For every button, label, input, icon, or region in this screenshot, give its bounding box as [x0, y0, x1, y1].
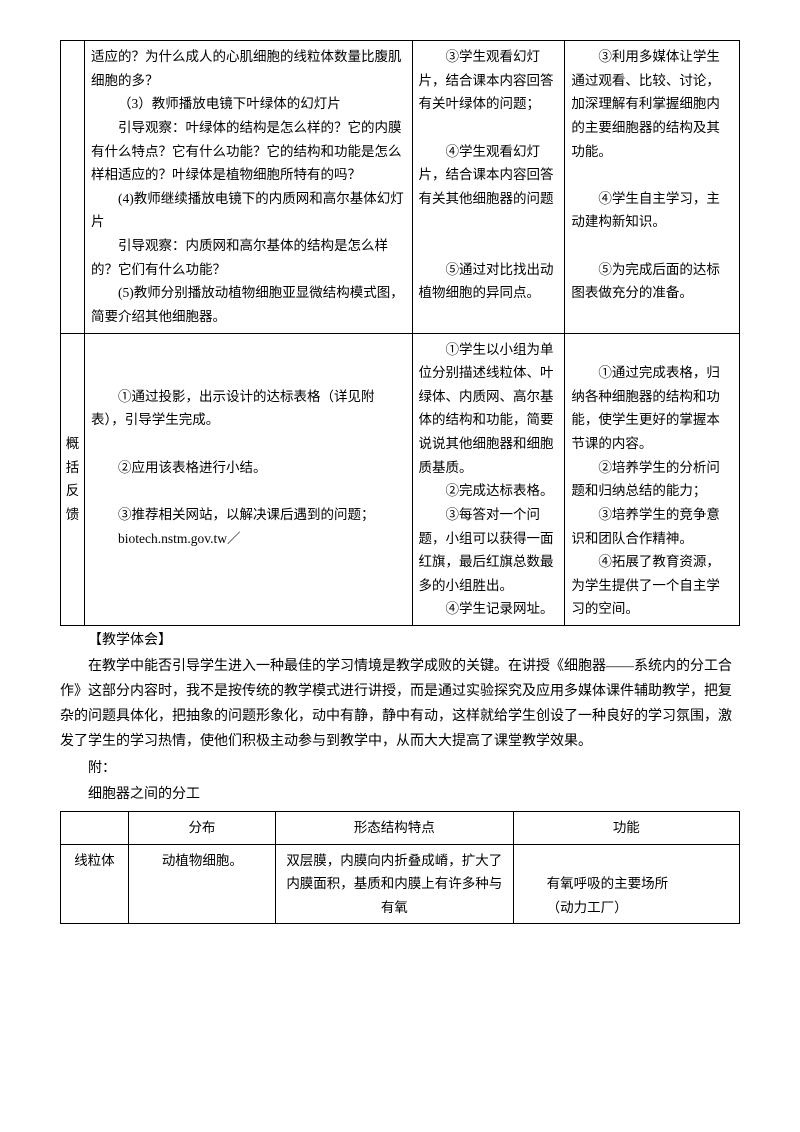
- header-distribution: 分布: [128, 811, 275, 844]
- spacer: [571, 163, 733, 187]
- row-header-empty: [61, 41, 85, 334]
- student-activity-cell: ①学生以小组为单位分别描述线粒体、叶绿体、内质网、高尔基体的结构和功能，简要说说…: [412, 333, 565, 626]
- text-line: ②培养学生的分析问题和归纳总结的能力；: [571, 456, 733, 503]
- reflection-title: 【教学体会】: [60, 629, 740, 653]
- lesson-plan-table: 适应的？为什么成人的心肌细胞的线粒体数量比腹肌细胞的多？ （3）教师播放电镜下叶…: [60, 40, 740, 626]
- text-line: ④学生观看幻灯片，结合课本内容回答有关其他细胞器的问题: [419, 140, 559, 211]
- text-line: ①通过投影，出示设计的达标表格（详见附表），引导学生完成。: [91, 385, 405, 432]
- text-line: ③利用多媒体让学生通过观看、比较、讨论，加深理解有利掌握细胞内的主要细胞器的结构…: [571, 45, 733, 163]
- purpose-cell: ①通过完成表格，归纳各种细胞器的结构和功能，使学生更好的掌握本节课的内容。 ②培…: [565, 333, 740, 626]
- text-line: ③每答对一个问题，小组可以获得一面红旗，最后红旗总数最多的小组胜出。: [419, 503, 559, 598]
- spacer: [571, 234, 733, 258]
- text-line: 引导观察：叶绿体的结构是怎么样的？它的内膜有什么特点？它有什么功能？它的结构和功…: [91, 116, 405, 187]
- spacer: [91, 338, 405, 362]
- text-line: ①通过完成表格，归纳各种细胞器的结构和功能，使学生更好的掌握本节课的内容。: [571, 361, 733, 456]
- text-line: ③推荐相关网站，以解决课后遇到的问题；: [91, 503, 405, 527]
- spacer: [91, 479, 405, 503]
- table-row: 概括反馈 ①通过投影，出示设计的达标表格（详见附表），引导学生完成。 ②应用该表…: [61, 333, 740, 626]
- spacer: [419, 210, 559, 234]
- appendix-label: 附：: [60, 756, 740, 781]
- spacer: [571, 338, 733, 362]
- spacer: [419, 234, 559, 258]
- header-function: 功能: [513, 811, 739, 844]
- text-line: ③学生观看幻灯片，结合课本内容回答有关叶绿体的问题；: [419, 45, 559, 116]
- text-line: ③培养学生的竞争意识和团队合作精神。: [571, 503, 733, 550]
- text-line: (4)教师继续播放电镜下的内质网和高尔基体幻灯片: [91, 187, 405, 234]
- text-line: ②应用该表格进行小结。: [91, 456, 405, 480]
- text-line: ④拓展了教育资源，为学生提供了一个自主学习的空间。: [571, 550, 733, 621]
- text-line: (5)教师分别播放动植物细胞亚显微结构模式图，简要介绍其他细胞器。: [91, 281, 405, 328]
- header-morphology: 形态结构特点: [276, 811, 514, 844]
- organelle-table: 分布 形态结构特点 功能 线粒体 动植物细胞。 双层膜，内膜向内折叠成嵴，扩大了…: [60, 811, 740, 925]
- text-line: ⑤为完成后面的达标图表做充分的准备。: [571, 258, 733, 305]
- student-activity-cell: ③学生观看幻灯片，结合课本内容回答有关叶绿体的问题； ④学生观看幻灯片，结合课本…: [412, 41, 565, 334]
- text-line: （3）教师播放电镜下叶绿体的幻灯片: [91, 92, 405, 116]
- purpose-cell: ③利用多媒体让学生通过观看、比较、讨论，加深理解有利掌握细胞内的主要细胞器的结构…: [565, 41, 740, 334]
- text-line: ④学生自主学习，主动建构新知识。: [571, 187, 733, 234]
- cell-morphology: 双层膜，内膜向内折叠成嵴，扩大了内膜面积，基质和内膜上有许多种与有氧: [276, 844, 514, 924]
- reflection-body: 在教学中能否引导学生进入一种最佳的学习情境是教学成败的关键。在讲授《细胞器——系…: [60, 654, 740, 755]
- spacer: [91, 432, 405, 456]
- text-line: ①学生以小组为单位分别描述线粒体、叶绿体、内质网、高尔基体的结构和功能，简要说说…: [419, 338, 559, 480]
- text-line: biotech.nstm.gov.tw／: [91, 527, 405, 551]
- text-line: （动力工厂）: [520, 896, 733, 920]
- text-line: 引导观察：内质网和高尔基体的结构是怎么样的？它们有什么功能？: [91, 234, 405, 281]
- teacher-activity-cell: ①通过投影，出示设计的达标表格（详见附表），引导学生完成。 ②应用该表格进行小结…: [85, 333, 412, 626]
- teacher-activity-cell: 适应的？为什么成人的心肌细胞的线粒体数量比腹肌细胞的多？ （3）教师播放电镜下叶…: [85, 41, 412, 334]
- text-line: ④学生记录网址。: [419, 597, 559, 621]
- text-line: 适应的？为什么成人的心肌细胞的线粒体数量比腹肌细胞的多？: [91, 45, 405, 92]
- appendix-title: 细胞器之间的分工: [60, 782, 740, 807]
- cell-distribution: 动植物细胞。: [128, 844, 275, 924]
- cell-name: 线粒体: [61, 844, 129, 924]
- row-header-feedback: 概括反馈: [61, 333, 85, 626]
- cell-function: 有氧呼吸的主要场所 （动力工厂）: [513, 844, 739, 924]
- text-line: ⑤通过对比找出动植物细胞的异同点。: [419, 258, 559, 305]
- text-line: ②完成达标表格。: [419, 479, 559, 503]
- spacer: [419, 116, 559, 140]
- header-name: [61, 811, 129, 844]
- spacer: [91, 361, 405, 385]
- table-row: 线粒体 动植物细胞。 双层膜，内膜向内折叠成嵴，扩大了内膜面积，基质和内膜上有许…: [61, 844, 740, 924]
- text-line: 有氧呼吸的主要场所: [520, 872, 733, 896]
- spacer: [520, 849, 733, 873]
- table-header-row: 分布 形态结构特点 功能: [61, 811, 740, 844]
- table-row: 适应的？为什么成人的心肌细胞的线粒体数量比腹肌细胞的多？ （3）教师播放电镜下叶…: [61, 41, 740, 334]
